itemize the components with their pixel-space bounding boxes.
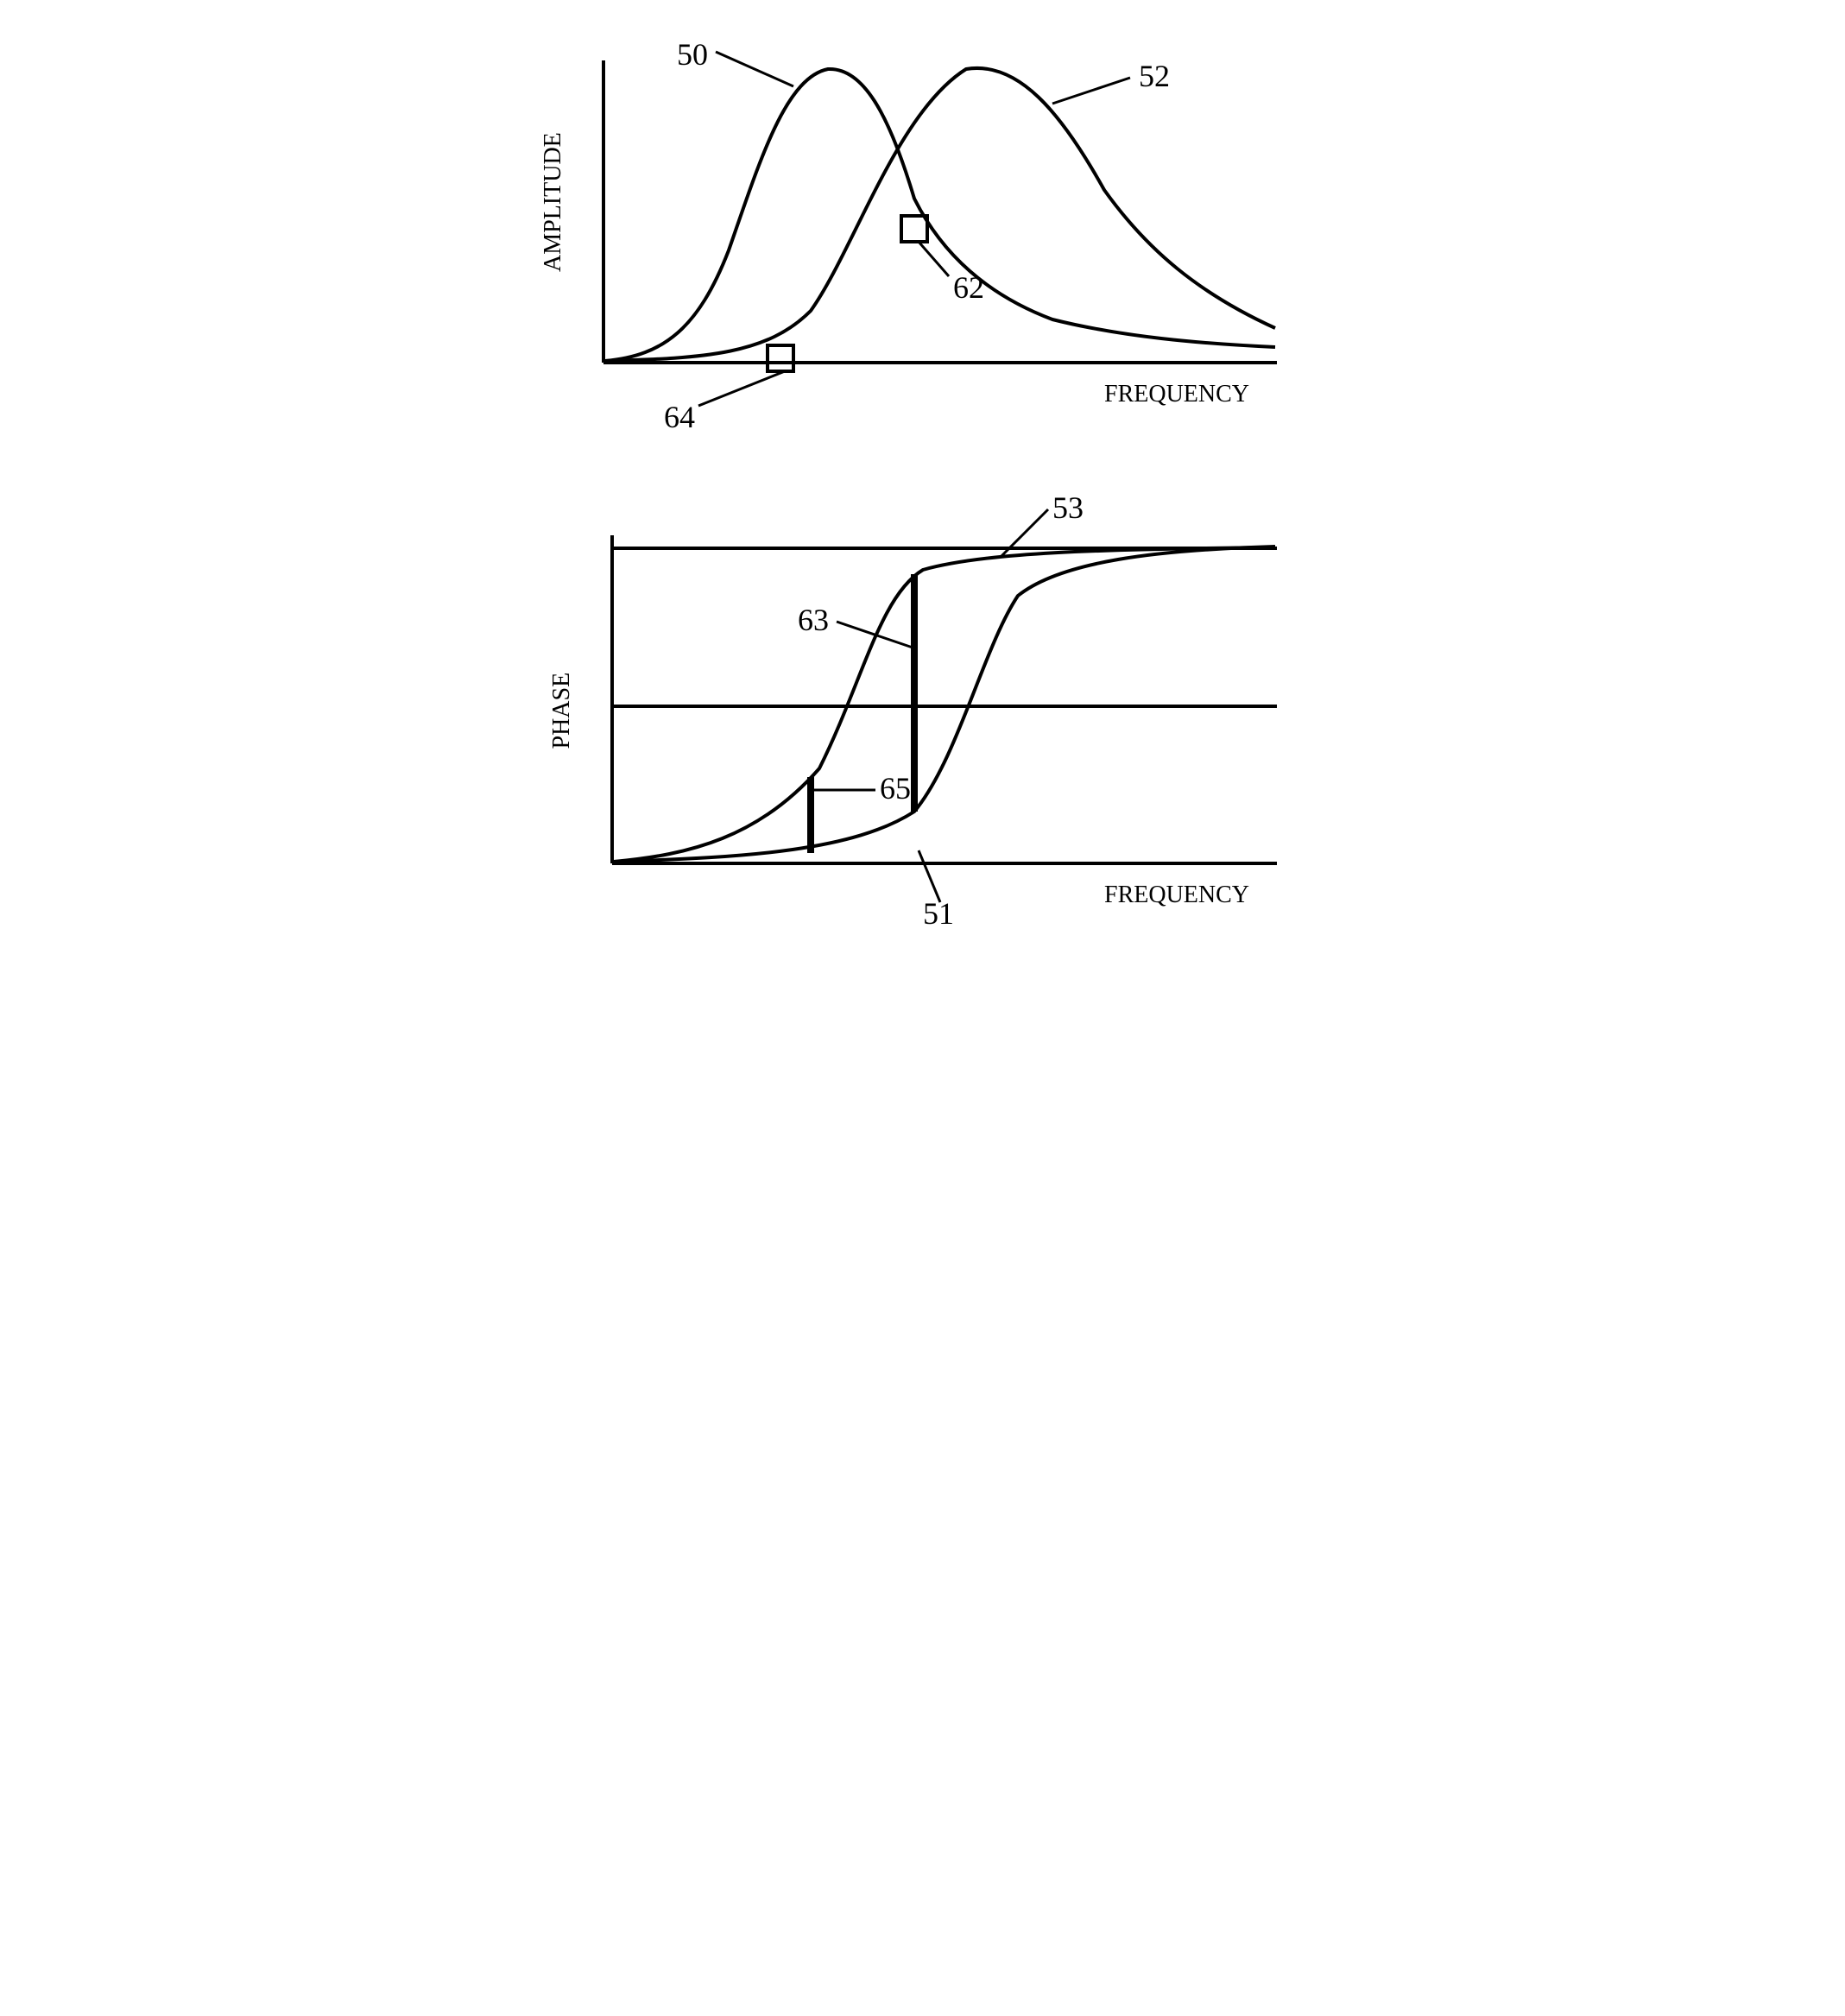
phase-chart: 53 51 63 65 PHASE FREQUENCY xyxy=(534,492,1311,941)
marker63-label: 63 xyxy=(798,603,829,637)
label-51: 51 xyxy=(923,896,954,931)
label-52: 52 xyxy=(1139,59,1170,93)
amplitude-svg: 50 52 62 64 AMPLITUDE FREQUENCY xyxy=(534,35,1311,440)
figure-container: 50 52 62 64 AMPLITUDE FREQUENCY 53 51 63 65 PHASE… xyxy=(534,35,1311,941)
ylabel-amplitude: AMPLITUDE xyxy=(540,132,566,272)
xlabel-frequency: FREQUENCY xyxy=(1104,381,1249,408)
amplitude-chart: 50 52 62 64 AMPLITUDE FREQUENCY xyxy=(534,35,1311,440)
curve-51 xyxy=(614,547,1275,862)
marker65-label: 65 xyxy=(880,771,911,806)
marker64-label: 64 xyxy=(664,400,695,434)
label-50: 50 xyxy=(677,37,708,72)
phase-svg: 53 51 63 65 PHASE FREQUENCY xyxy=(534,492,1311,941)
label-53: 53 xyxy=(1052,492,1084,525)
curve-52 xyxy=(605,68,1275,361)
ylabel-phase: PHASE xyxy=(548,673,575,749)
curve-50 xyxy=(605,69,1275,361)
xlabel-frequency-2: FREQUENCY xyxy=(1104,882,1249,908)
marker62-label: 62 xyxy=(953,270,984,305)
marker64 xyxy=(768,345,793,371)
marker62 xyxy=(901,216,927,242)
